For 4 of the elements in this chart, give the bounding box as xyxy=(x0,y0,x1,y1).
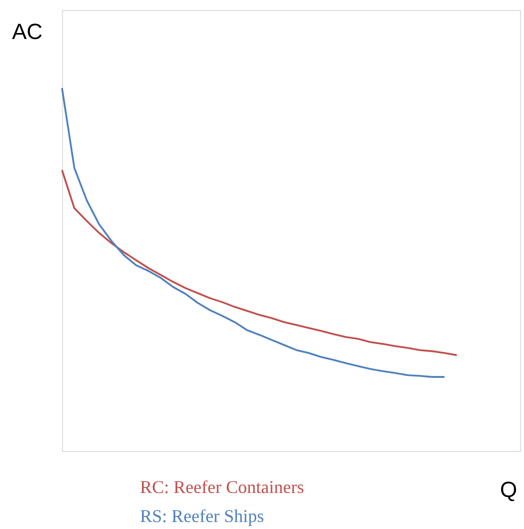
text: RS: Reefer Ships xyxy=(140,506,264,526)
text: RC: Reefer Containers xyxy=(140,477,304,497)
x-axis-title: Q xyxy=(500,477,518,502)
y-axis-title: AC xyxy=(12,19,43,44)
